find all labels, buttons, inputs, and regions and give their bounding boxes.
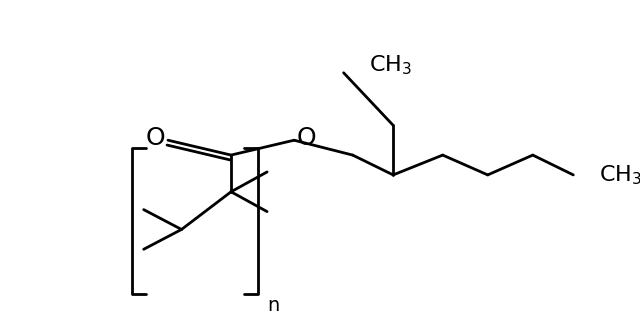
Text: O: O [297, 126, 317, 150]
Text: n: n [267, 296, 279, 315]
Text: CH$_3$: CH$_3$ [598, 163, 640, 187]
Text: O: O [145, 126, 165, 150]
Text: CH$_3$: CH$_3$ [369, 53, 412, 77]
